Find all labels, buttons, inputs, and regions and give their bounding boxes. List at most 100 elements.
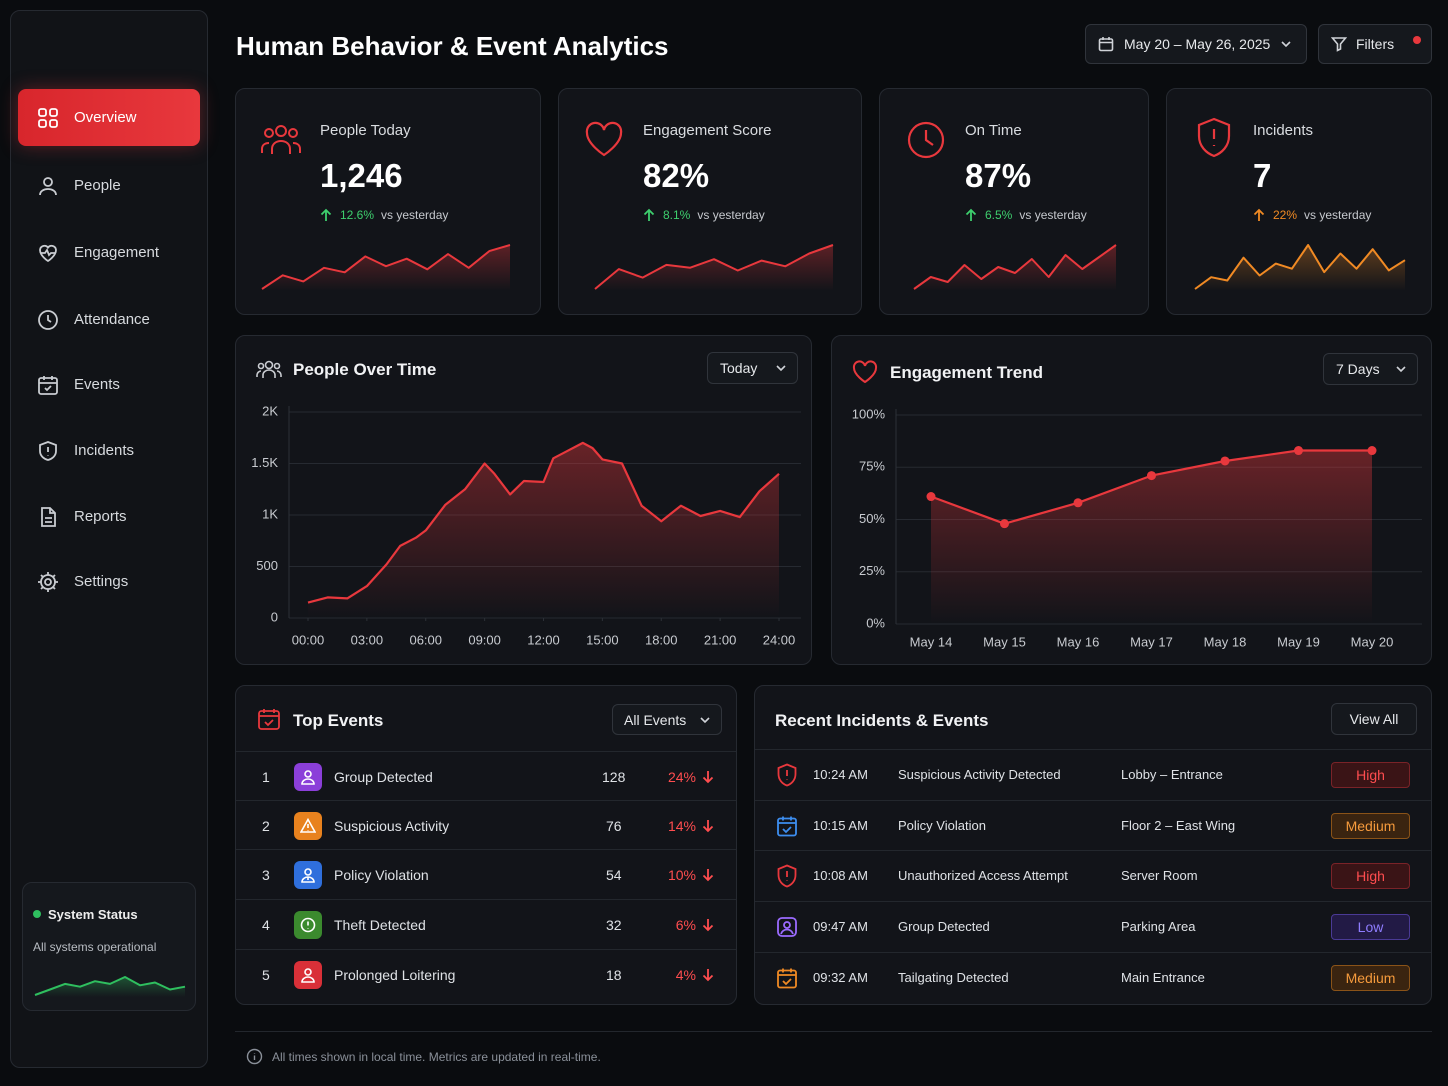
kpi-label: People Today [320,122,411,139]
view-all-button[interactable]: View All [1331,703,1417,735]
kpi-label: Engagement Score [643,122,772,139]
nav-item[interactable]: Engagement [18,224,200,281]
range-dropdown[interactable]: Today [707,352,798,384]
icon [38,107,58,128]
path [702,868,714,881]
path [39,375,57,391]
rank: 1 [262,768,270,785]
rect [777,969,797,988]
location: Lobby – Entrance [1121,767,1223,782]
chevron [1396,366,1406,373]
circle [43,176,53,187]
severity-badge: High [1331,862,1410,889]
kpi-label: On Time [965,122,1022,139]
sparkline [594,244,834,290]
chevron [776,365,786,372]
events-dropdown[interactable]: All Events [612,704,722,735]
rect [38,376,58,395]
y-tick-label: 75% [859,459,885,474]
kpi-card: Engagement Score 82% 8.1% vs yesterday [558,88,862,315]
event-icon [294,811,322,840]
path [778,816,796,833]
nav-label: Events [74,376,120,393]
event-share: 24% [667,768,696,785]
panel-title: People Over Time [293,360,437,379]
range-dropdown[interactable]: 7 Days [1323,353,1418,385]
event: Suspicious Activity Detected [898,767,1061,782]
svg [300,817,316,833]
sparkline [261,244,511,290]
filters-label: Filters [1356,36,1395,52]
event-icon [294,910,322,939]
event-row: 1 Group Detected 128 24% [236,751,736,801]
kpi-sparkline [594,244,834,291]
nav-label: Overview [74,109,137,126]
incident-row: 09:47 AM Group Detected Parking Area Low [755,901,1431,951]
kpi-icon [585,121,623,157]
date-picker[interactable]: May 20 – May 26, 2025 [1085,24,1307,64]
time: 10:24 AM [813,767,868,782]
kpi-card: On Time 87% 6.5% vs yesterday [879,88,1149,315]
event-row: 5 Prolonged Loitering 18 4% [236,949,736,999]
event-count: 76 [606,817,622,834]
severity-badge: High [1331,761,1410,788]
nav-label: Engagement [74,244,160,261]
line-chart: 0% 25% 50% 75% 100% May 14 May 15 May 16 May 17 M… [852,406,1422,649]
circle [273,362,281,370]
top-events-panel: Top Events All Events 1 Group Detected 128… [235,685,737,1005]
nav-item[interactable]: Reports [18,488,200,545]
compare-text: vs yesterday [1304,208,1372,222]
circle [783,920,791,929]
kpi-label: Incidents [1253,122,1314,139]
event: Tailgating Detected [898,970,1009,985]
x-tick-label: 15:00 [586,632,619,647]
line-chart: 0 500 1K 1.5K 2K 00:00 03:00 06:00 09:00 12:00 15:… [251,403,801,647]
path [41,247,55,257]
event-count: 54 [606,866,622,883]
path [1099,37,1113,44]
range-label: 7 Days [1336,361,1380,377]
sparkline-area [262,245,510,291]
path [261,139,301,154]
icon [38,375,58,395]
x-tick-label: May 19 [1277,634,1320,649]
circle [246,1048,263,1065]
incident-row: 10:15 AM Policy Violation Floor 2 – East W… [755,800,1431,850]
row-icon [777,816,797,836]
circle [275,125,287,137]
arrow-down [702,968,714,981]
kpi-value: 82% [643,157,710,194]
compare-text: vs yesterday [697,208,765,222]
line-area [931,450,1372,624]
event-icon [294,762,322,791]
path [702,770,714,783]
info-icon [246,1048,263,1065]
x-tick-label: 24:00 [763,632,796,647]
filter-dot [1413,36,1421,44]
circle [304,967,312,976]
nav-item[interactable]: Events [18,356,200,413]
event-share: 6% [675,916,696,933]
event-share: 4% [675,966,696,983]
y-tick-label: 50% [859,511,885,526]
nav-item[interactable]: Attendance [18,291,200,348]
path [39,440,57,461]
kpi-value: 1,246 [320,157,403,194]
filters-button[interactable]: Filters [1318,24,1432,64]
x-tick-label: 03:00 [351,632,384,647]
nav-item[interactable]: Settings [18,553,200,610]
nav-item[interactable]: People [18,157,200,214]
x-tick-label: 09:00 [468,632,501,647]
kpi-icon [907,121,945,159]
kpi-card: Incidents 7 22% vs yesterday [1166,88,1432,315]
x-tick-label: May 20 [1351,634,1394,649]
nav-item[interactable]: Incidents [18,422,200,479]
y-tick-label: 100% [852,406,886,421]
change-value: 6.5% [985,208,1013,222]
nav-item[interactable]: Overview [18,89,200,146]
circle [40,573,56,590]
path [259,709,279,727]
x-tick-label: 06:00 [409,632,442,647]
